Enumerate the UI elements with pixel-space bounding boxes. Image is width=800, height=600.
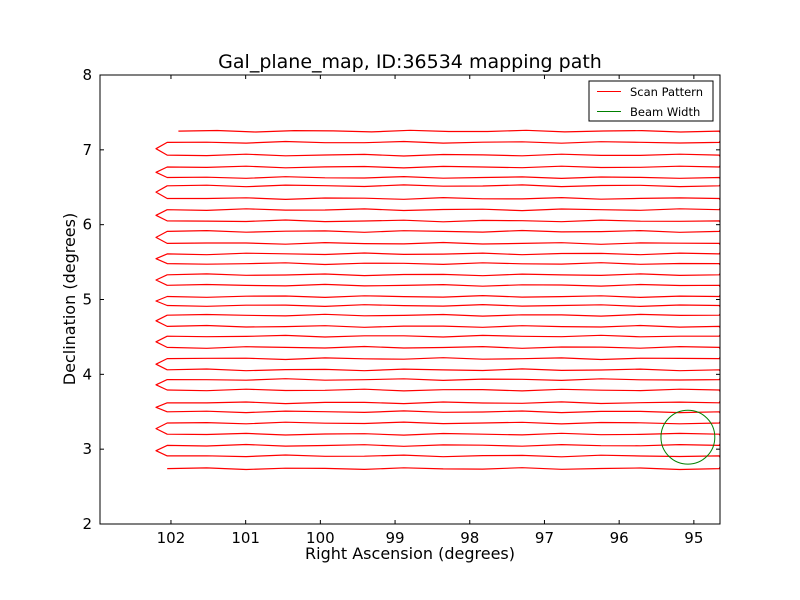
y-tick-label: 8 [82,66,92,84]
chart-title: Gal_plane_map, ID:36534 mapping path [218,51,602,73]
x-tick-label: 101 [231,529,260,547]
scan-pattern-line [155,129,720,471]
legend: Scan Pattern Beam Width [588,80,714,122]
y-tick-label: 6 [82,216,92,234]
y-tick-label: 5 [82,291,92,309]
x-tick-label: 95 [684,529,703,547]
plot-frame [99,74,721,525]
plot-data [155,129,720,471]
y-tick-label: 4 [82,365,92,383]
x-tick-label: 102 [157,529,186,547]
y-axis-label: Declination (degrees) [60,213,79,385]
y-tick-label: 2 [82,515,92,533]
x-tick-label: 99 [386,529,405,547]
legend-label-beam-width: Beam Width [630,105,700,119]
x-tick-label: 100 [306,529,335,547]
y-tick-label: 3 [82,440,92,458]
x-axis-label: Right Ascension (degrees) [305,544,515,563]
y-tick-label: 7 [82,141,92,159]
x-tick-label: 97 [535,529,554,547]
legend-label-scan-pattern: Scan Pattern [630,85,703,99]
axis-ticks: 102 101 100 99 98 97 96 95 2 3 4 5 6 7 8 [82,66,720,547]
legend-frame [588,80,714,122]
beam-width-circle [660,409,716,465]
x-tick-label: 98 [460,529,479,547]
x-tick-label: 96 [610,529,629,547]
